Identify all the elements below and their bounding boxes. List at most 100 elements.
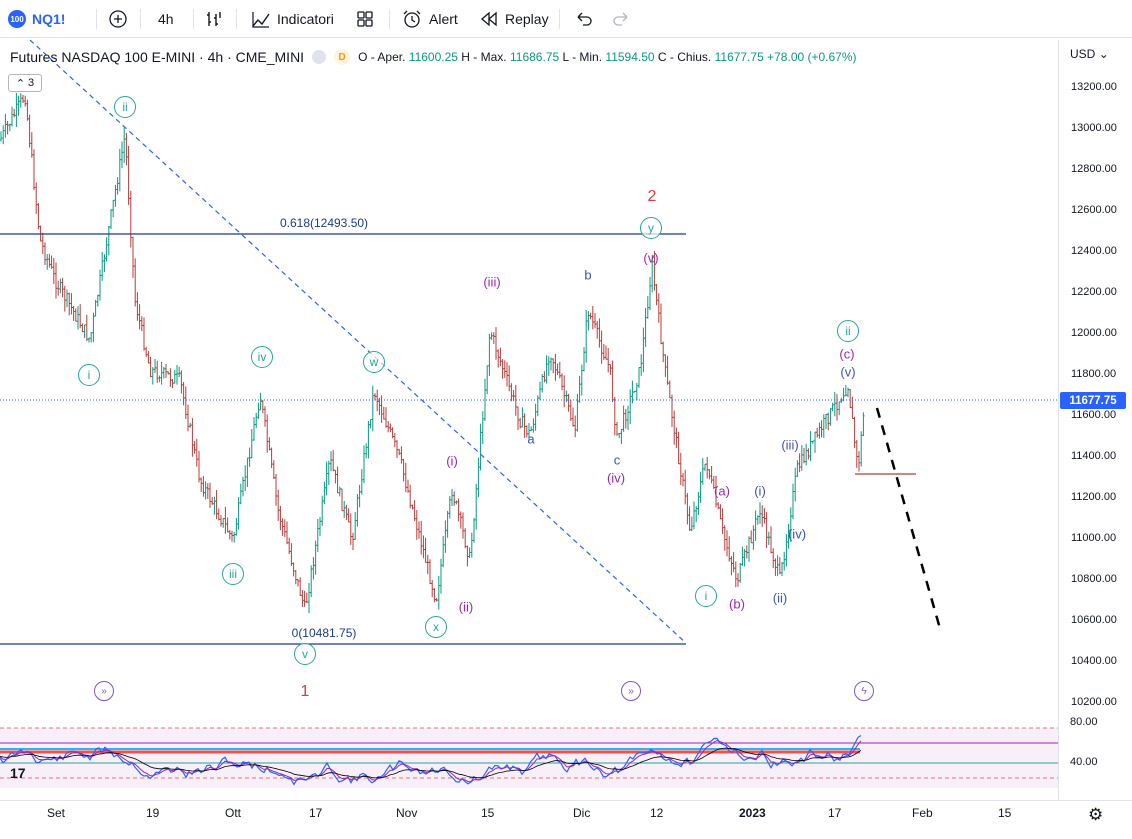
gear-icon[interactable]: ⚙	[1088, 805, 1104, 824]
wave-circ-y: y	[640, 217, 662, 239]
wave-circ-ii-2: ii	[837, 320, 859, 342]
high-value: 11686.75	[509, 50, 560, 64]
wave-circ-w: w	[363, 351, 385, 373]
delayed-badge: D	[334, 49, 351, 65]
time-tick: Set	[47, 806, 66, 820]
replay-label: Replay	[505, 11, 549, 27]
interval-button[interactable]: 4h	[158, 0, 174, 38]
time-axis[interactable]: Set 19 Ott 17 Nov 15 Dic 12 2023 17 Feb …	[0, 800, 1132, 839]
osc-tick-40: 40.00	[1070, 756, 1098, 768]
indicators-button[interactable]: Indicatori	[251, 0, 334, 38]
open-value: 11600.25	[408, 50, 458, 64]
wave-blue-iv: (iv)	[787, 526, 807, 542]
wave-circ-i-1: i	[78, 364, 100, 386]
tradingview-logo: 17	[10, 765, 26, 781]
fib-upper-label: 0.618(12493.50)	[279, 216, 369, 230]
currency-selector[interactable]: USD ⌄	[1070, 47, 1109, 61]
price-tick: 12600.00	[1071, 204, 1117, 216]
alarm-clock-icon	[403, 10, 421, 28]
price-tick: 12800.00	[1071, 163, 1117, 175]
redo-button[interactable]	[611, 0, 631, 38]
price-tick: 12400.00	[1071, 245, 1117, 257]
top-toolbar: 100 NQ1! 4h Indicatori Alert Replay	[0, 0, 1132, 38]
chevron-down-icon: ⌄	[1098, 47, 1109, 61]
wave-blue-v: (v)	[840, 364, 856, 380]
wave-circ-x: x	[425, 616, 447, 638]
time-tick: 19	[146, 806, 160, 820]
bars-chart-icon	[207, 12, 221, 26]
low-value: 11594.50	[605, 50, 655, 64]
rewind-icon	[481, 11, 497, 27]
symbol-label: NQ1!	[32, 11, 66, 27]
wave-p-a: (a)	[714, 483, 730, 499]
wave-circ-v-1: v	[294, 643, 316, 665]
change-value: +78.00 (+0.67%)	[767, 50, 857, 64]
close-label: C - Chius.	[657, 50, 712, 64]
price-tick: 12000.00	[1071, 327, 1117, 339]
time-tick: 17	[309, 806, 323, 820]
wave-p-i: (i)	[446, 453, 458, 469]
wave-p-b: (b)	[729, 596, 745, 612]
symbol-logo-icon: 100	[8, 10, 26, 28]
ohlc-values: O - Aper. 11600.25 H - Max. 11686.75 L -…	[358, 50, 856, 64]
osc-tick-80: 80.00	[1070, 716, 1098, 728]
symbol-search-button[interactable]: 100 NQ1!	[8, 0, 65, 38]
candles-layer	[0, 92, 865, 614]
chart-legend: Futures NASDAQ 100 E-MINI · 4h · CME_MIN…	[10, 49, 857, 65]
lightning-event-icon[interactable]: ϟ	[854, 681, 874, 701]
wave-b: b	[584, 267, 592, 283]
main-chart-pane[interactable]	[0, 40, 1058, 702]
wave-p-v: (v)	[643, 250, 659, 266]
compare-button[interactable]	[108, 0, 128, 38]
wave-blue-ii: (ii)	[772, 590, 788, 606]
interval-label: 4h	[158, 11, 174, 27]
wave-blue-i: (i)	[754, 483, 766, 499]
alert-button[interactable]: Alert	[401, 0, 458, 38]
price-tick: 11000.00	[1071, 532, 1117, 544]
wave-circ-iv-1: iv	[251, 346, 273, 368]
redo-icon	[613, 12, 628, 26]
price-tick: 11400.00	[1071, 450, 1117, 462]
time-tick: Feb	[912, 806, 933, 820]
wave-p-iii: (iii)	[483, 274, 501, 290]
price-tick: 10800.00	[1071, 573, 1117, 585]
wave-p-iv: (iv)	[606, 470, 626, 486]
status-dot-icon	[312, 50, 327, 64]
time-tick: 17	[828, 806, 842, 820]
layers-count: 3	[28, 77, 35, 89]
chevron-up-icon: ⌃	[15, 77, 26, 90]
replay-button[interactable]: Replay	[479, 0, 549, 38]
price-tick: 13000.00	[1071, 122, 1117, 134]
economic-event-icon[interactable]: »	[94, 681, 114, 701]
price-axis[interactable]: 13200.00 13000.00 12800.00 12600.00 12400.00…	[1058, 40, 1132, 800]
plus-circle-icon	[109, 10, 127, 28]
wave-c: c	[613, 452, 621, 468]
indicators-icon	[252, 12, 270, 28]
price-tick: 11200.00	[1071, 491, 1117, 503]
undo-button[interactable]	[574, 0, 594, 38]
oscillator-pane[interactable]	[0, 716, 1058, 798]
wave-blue-iii: (iii)	[781, 437, 799, 453]
price-tick: 11800.00	[1071, 368, 1117, 380]
projection-line	[875, 407, 943, 633]
trend-line	[29, 40, 687, 644]
wave-a: a	[527, 431, 535, 447]
price-tick: 12200.00	[1071, 286, 1117, 298]
wave-circ-i-2: i	[695, 585, 717, 607]
high-label: H - Max.	[461, 50, 507, 64]
time-tick: 2023	[739, 806, 766, 820]
chart-type-button[interactable]	[204, 0, 224, 38]
economic-event-icon[interactable]: »	[621, 681, 641, 701]
wave-major-1: 1	[300, 683, 310, 700]
price-tick: 10600.00	[1071, 614, 1117, 626]
price-tick: 11600.00	[1071, 409, 1117, 421]
layouts-button[interactable]	[355, 0, 375, 38]
price-tick: 10200.00	[1071, 696, 1117, 708]
price-tick: 10400.00	[1071, 655, 1117, 667]
wave-circ-ii-1: ii	[114, 96, 136, 118]
collapse-indicators-button[interactable]: ⌃ 3	[8, 74, 42, 92]
currency-label: USD	[1070, 47, 1096, 61]
price-tick: 13200.00	[1071, 81, 1117, 93]
chart-title: Futures NASDAQ 100 E-MINI · 4h · CME_MIN…	[10, 49, 305, 65]
price-chart[interactable]	[0, 40, 1058, 702]
